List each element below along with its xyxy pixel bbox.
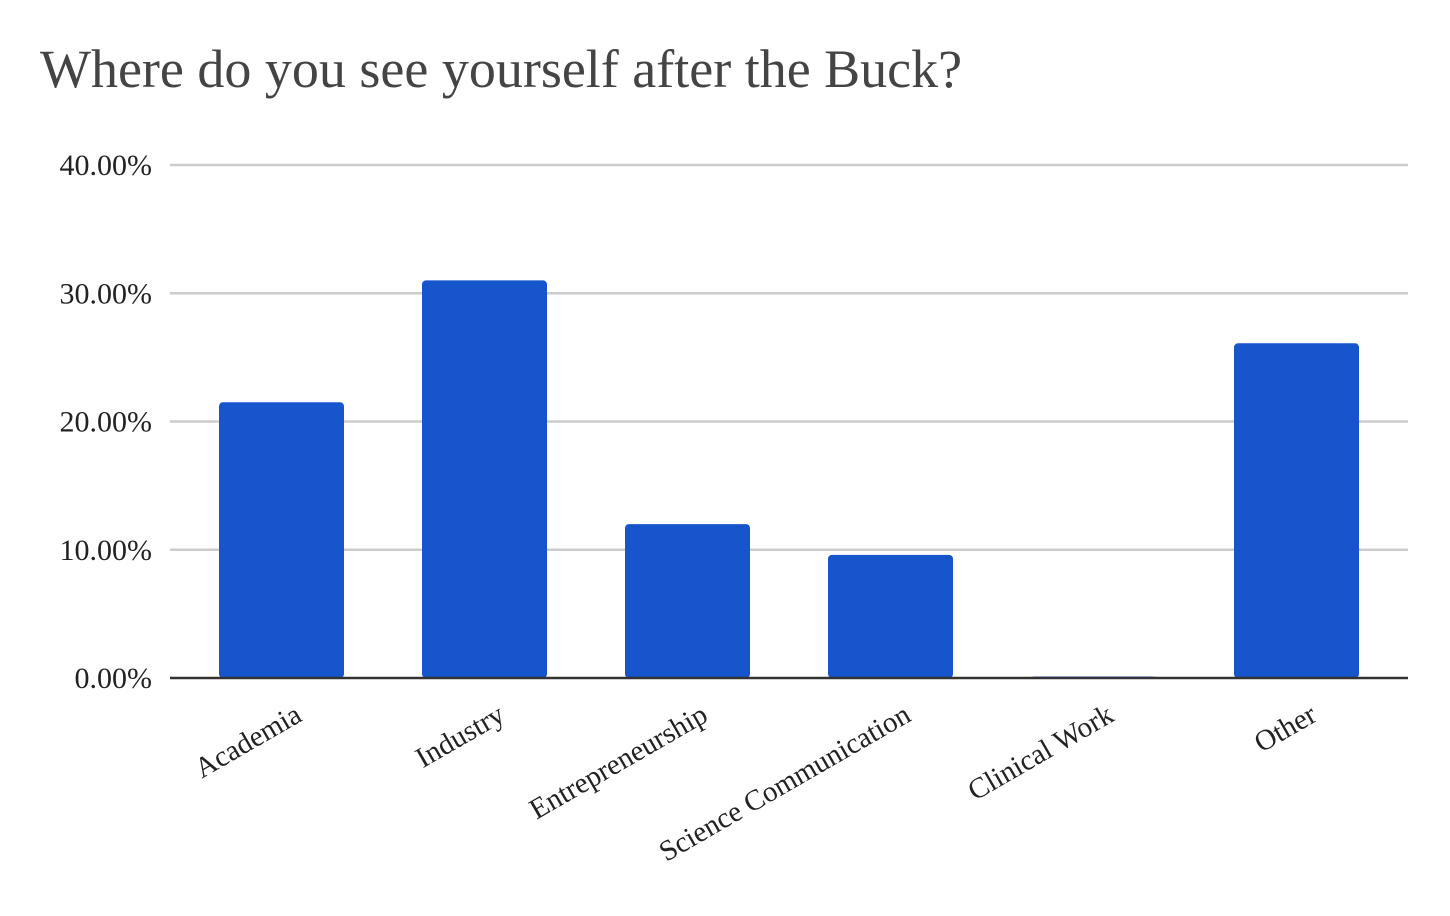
x-tick-label: Industry [410,698,510,774]
bar-entrepreneurship [625,524,750,678]
bars [219,280,1359,678]
y-axis: 0.00% 10.00% 20.00% 30.00% 40.00% [60,149,1408,695]
bar-science-communication [828,554,953,678]
grid-lines [170,163,1408,551]
y-tick-label: 0.00% [75,662,153,695]
x-tick-label: Other [1249,698,1322,759]
chart-title: Where do you see yourself after the Buck… [40,39,963,99]
x-tick-label: Academia [189,698,307,785]
y-tick-label: 10.00% [60,534,153,567]
x-tick-label: Entrepreneurship [524,698,713,826]
bar-other [1234,343,1359,678]
bar-academia [219,402,344,678]
x-tick-label: Clinical Work [962,698,1119,807]
y-tick-label: 30.00% [60,277,153,310]
y-tick-label: 20.00% [60,406,153,439]
bar-industry [422,280,547,678]
x-axis: Academia Industry EntrepreneurshipScience … [189,698,1322,868]
y-tick-label: 40.00% [60,149,153,182]
